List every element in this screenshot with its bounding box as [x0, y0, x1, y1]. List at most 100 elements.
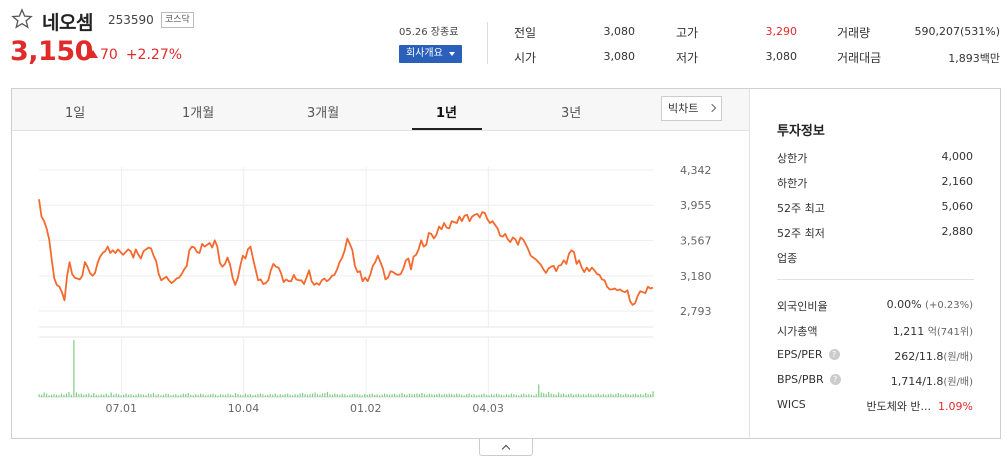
- industry-link[interactable]: 업종: [777, 252, 798, 265]
- bps-pbr-unit: (원/배): [943, 377, 973, 388]
- volume-bar: [155, 394, 157, 397]
- volume-bar: [210, 394, 212, 397]
- volume-bar: [336, 394, 338, 397]
- volume-bar: [391, 394, 393, 397]
- volume-bar: [222, 394, 224, 397]
- chart-panel: 1일 1개월 3개월 1년 3년 빅차트 4,342 3,955 3,567 3,18…: [11, 88, 1001, 439]
- help-icon[interactable]: ?: [829, 374, 841, 385]
- volume-bar: [587, 393, 590, 397]
- info-label: BPS/PBR?: [777, 373, 841, 386]
- volume-bar: [324, 393, 326, 397]
- info-title: 투자정보: [777, 124, 825, 139]
- volume-bar: [316, 394, 319, 397]
- tab-1d[interactable]: 1일: [65, 106, 86, 121]
- volume-bar: [642, 394, 644, 397]
- volume-bar: [398, 394, 401, 397]
- y-tick-label: 2,793: [680, 305, 712, 318]
- volume-bar: [88, 393, 90, 397]
- tab-3y[interactable]: 3년: [561, 106, 582, 121]
- volume-bar: [389, 394, 391, 397]
- market-date: 05.26 장종료: [399, 27, 459, 38]
- tab-3m[interactable]: 3개월: [307, 106, 340, 121]
- volume-bar: [73, 340, 75, 397]
- star-icon[interactable]: [11, 8, 33, 30]
- volume-bar: [83, 394, 85, 397]
- volume-bar: [244, 393, 247, 397]
- volume-bar: [485, 394, 488, 397]
- volume-bar: [53, 394, 55, 397]
- volume-bar: [523, 393, 525, 397]
- volume-bar: [257, 394, 259, 397]
- volume-bar: [170, 395, 172, 397]
- volume-bar: [530, 394, 532, 397]
- volume-bar: [508, 394, 510, 397]
- volume-bar: [63, 394, 65, 397]
- volume-bar: [622, 394, 624, 397]
- volume-bar: [627, 394, 629, 397]
- volume-bar: [421, 393, 423, 397]
- info-label: 시가총액: [777, 325, 818, 338]
- volume-bar: [592, 394, 595, 397]
- volume-bar: [349, 394, 351, 397]
- stock-header: 네오셈 253590 코스닥 3,150 70 +2.27% 05.26 장종료 …: [0, 0, 1006, 80]
- volume-bar: [90, 395, 92, 397]
- collapse-button[interactable]: [479, 439, 533, 456]
- active-tab-indicator: [412, 128, 482, 130]
- chevron-up-icon: [501, 444, 511, 454]
- volume-bar: [319, 394, 321, 397]
- info-label: WICS: [777, 398, 806, 411]
- volume-bar: [384, 393, 386, 397]
- volume-bar: [453, 394, 455, 397]
- company-overview-button[interactable]: 회사개요: [399, 45, 462, 63]
- bps-pbr-value: 1,714/1.8: [890, 375, 944, 388]
- volume-bar: [341, 393, 343, 397]
- volume-bar: [185, 394, 187, 397]
- volume-bar: [334, 393, 336, 397]
- wics-sector-link[interactable]: 반도체와 반...: [866, 400, 932, 413]
- info-label: 외국인비율: [777, 300, 828, 313]
- tab-1m[interactable]: 1개월: [182, 106, 215, 121]
- volume-bar: [192, 395, 194, 397]
- volume-bar: [607, 394, 609, 397]
- volume-bar: [371, 393, 373, 397]
- period-tabs: 1일 1개월 3개월 1년 3년 빅차트: [12, 89, 749, 131]
- volume-bar: [533, 395, 535, 397]
- volume-bar: [510, 393, 513, 397]
- info-value: 262/11.8(원/배): [894, 348, 973, 363]
- volume-bar: [553, 394, 555, 397]
- volume-bar: [237, 394, 239, 397]
- big-chart-button[interactable]: 빅차트: [661, 96, 722, 121]
- stock-name: 네오셈: [42, 12, 93, 34]
- foreign-ratio: 0.00%: [886, 298, 922, 311]
- volume-bar: [446, 394, 448, 397]
- info-value: 2,880: [941, 225, 974, 238]
- tab-1y[interactable]: 1년: [436, 106, 458, 121]
- volume-bar: [262, 394, 264, 397]
- volume-bar: [212, 393, 214, 397]
- info-label: 52주 최고: [777, 202, 825, 215]
- quote-value: 3,080: [603, 25, 636, 38]
- volume-bar: [577, 393, 580, 397]
- info-label: 하한가: [777, 177, 808, 190]
- volume-bar: [70, 394, 73, 397]
- volume-bar: [640, 394, 642, 397]
- x-tick-label: 04.03: [472, 402, 504, 415]
- volume-bar: [98, 395, 100, 397]
- volume-bar: [572, 394, 575, 397]
- volume-bar: [48, 395, 50, 397]
- volume-bar: [570, 393, 572, 397]
- volume-bar: [314, 392, 316, 397]
- volume-bar: [100, 394, 102, 397]
- volume-bar: [45, 393, 48, 397]
- volume-bar: [254, 394, 256, 397]
- divider: [487, 22, 488, 64]
- volume-bar: [294, 394, 296, 397]
- help-icon[interactable]: ?: [828, 349, 840, 360]
- wics-sector-change: 1.09%: [938, 400, 973, 413]
- info-value: 1,211 억(741위): [893, 323, 973, 338]
- volume-bar: [78, 394, 80, 397]
- volume-bar: [239, 394, 242, 397]
- volume-bar: [60, 393, 63, 397]
- volume-bar: [95, 394, 97, 397]
- volume-bar: [162, 394, 164, 397]
